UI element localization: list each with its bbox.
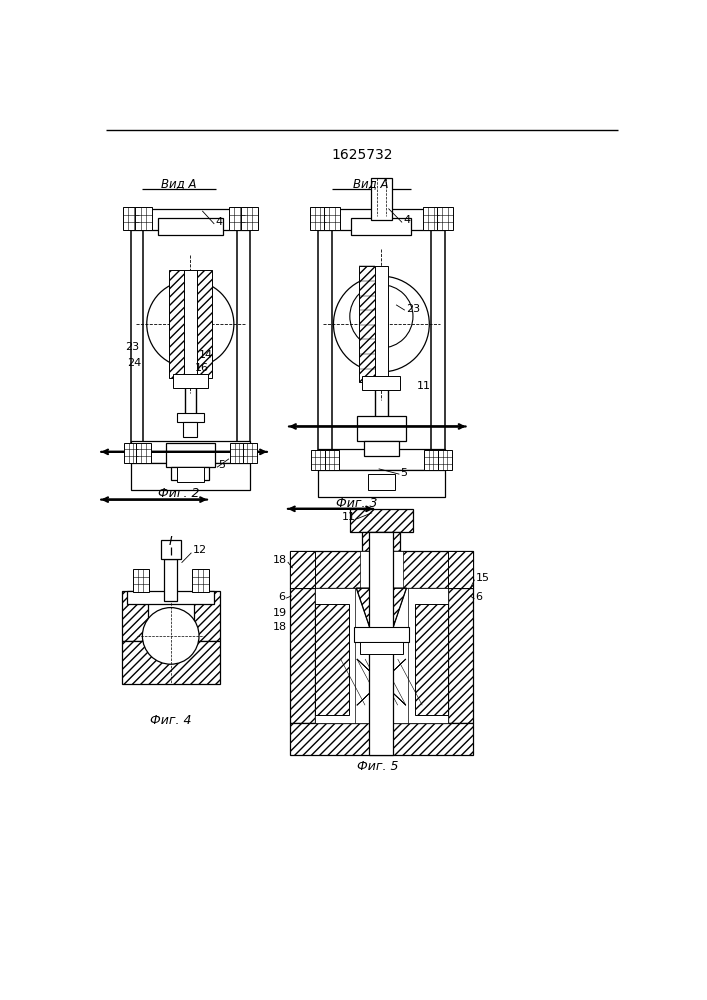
Bar bbox=[370, 532, 393, 755]
Bar bbox=[424, 450, 438, 470]
Text: 11: 11 bbox=[341, 512, 356, 522]
Bar bbox=[127, 591, 214, 604]
Bar bbox=[131, 209, 250, 230]
Text: 23: 23 bbox=[406, 304, 420, 314]
Bar bbox=[168, 270, 184, 378]
Bar bbox=[194, 591, 220, 641]
Bar bbox=[317, 470, 445, 497]
Bar bbox=[448, 551, 473, 588]
Bar bbox=[437, 207, 453, 230]
Bar bbox=[310, 450, 325, 470]
Bar bbox=[177, 466, 204, 482]
Text: 6: 6 bbox=[278, 592, 285, 602]
Text: 5: 5 bbox=[218, 460, 225, 470]
Text: 5: 5 bbox=[400, 468, 407, 478]
Text: 12: 12 bbox=[192, 545, 206, 555]
Circle shape bbox=[142, 608, 199, 664]
Polygon shape bbox=[356, 588, 407, 627]
Bar bbox=[136, 443, 151, 463]
Bar bbox=[362, 532, 400, 551]
Bar bbox=[158, 218, 223, 235]
Bar bbox=[230, 443, 244, 463]
Bar bbox=[243, 443, 257, 463]
Bar bbox=[355, 588, 407, 723]
Text: 24: 24 bbox=[127, 358, 142, 368]
Bar bbox=[183, 422, 197, 437]
Bar bbox=[414, 604, 448, 715]
Text: 19: 19 bbox=[273, 608, 287, 618]
Bar bbox=[315, 588, 448, 723]
Text: Вид А: Вид А bbox=[161, 177, 197, 190]
Text: 23: 23 bbox=[125, 342, 139, 352]
Bar bbox=[161, 540, 180, 559]
Bar bbox=[197, 270, 212, 378]
Text: 4: 4 bbox=[403, 215, 410, 225]
Text: 1625732: 1625732 bbox=[332, 148, 393, 162]
Bar bbox=[423, 207, 439, 230]
Text: 16: 16 bbox=[195, 363, 209, 373]
Bar bbox=[171, 466, 209, 480]
Bar bbox=[310, 207, 326, 230]
Text: 6: 6 bbox=[476, 592, 483, 602]
Bar bbox=[360, 642, 403, 654]
Bar bbox=[354, 627, 409, 642]
Bar bbox=[351, 218, 411, 235]
Text: 11: 11 bbox=[417, 381, 431, 391]
Bar bbox=[123, 207, 139, 230]
Bar bbox=[164, 559, 177, 601]
Bar bbox=[133, 569, 149, 592]
Bar bbox=[122, 591, 148, 641]
Bar bbox=[135, 207, 152, 230]
Bar bbox=[122, 641, 220, 684]
Bar bbox=[177, 413, 204, 422]
Bar bbox=[324, 207, 340, 230]
Bar bbox=[350, 509, 413, 532]
Bar bbox=[166, 443, 215, 467]
Bar bbox=[370, 178, 392, 220]
Bar bbox=[448, 588, 473, 723]
Bar bbox=[357, 416, 406, 441]
Bar bbox=[184, 270, 197, 378]
Circle shape bbox=[147, 280, 234, 368]
Text: Фиг. 3: Фиг. 3 bbox=[336, 497, 378, 510]
Bar bbox=[291, 723, 473, 755]
Bar bbox=[317, 449, 445, 470]
Circle shape bbox=[334, 276, 429, 372]
Bar bbox=[192, 569, 209, 592]
Text: Вид А: Вид А bbox=[353, 177, 388, 190]
Text: I: I bbox=[169, 535, 173, 548]
Bar bbox=[358, 266, 375, 382]
Bar bbox=[173, 374, 208, 388]
Bar bbox=[360, 551, 403, 588]
Text: Фиг. 4: Фиг. 4 bbox=[150, 714, 192, 727]
Bar bbox=[131, 441, 250, 463]
Bar bbox=[438, 450, 452, 470]
Text: 14: 14 bbox=[199, 350, 213, 360]
Bar bbox=[362, 376, 400, 390]
Bar bbox=[242, 207, 258, 230]
Bar bbox=[368, 474, 395, 490]
Circle shape bbox=[350, 285, 413, 348]
Text: 18: 18 bbox=[273, 555, 287, 565]
Bar bbox=[375, 266, 388, 382]
Bar bbox=[229, 207, 245, 230]
Bar bbox=[291, 551, 315, 588]
Bar bbox=[291, 588, 315, 723]
Text: Фиг. 2: Фиг. 2 bbox=[158, 487, 199, 500]
Bar bbox=[317, 209, 445, 230]
Bar bbox=[315, 604, 349, 715]
Bar bbox=[364, 441, 399, 456]
Bar bbox=[325, 450, 339, 470]
Text: 15: 15 bbox=[476, 573, 489, 583]
Text: 4: 4 bbox=[216, 217, 223, 227]
Text: Фиг. 5: Фиг. 5 bbox=[357, 760, 398, 773]
Bar bbox=[131, 463, 250, 490]
Text: 18: 18 bbox=[273, 622, 287, 632]
Bar bbox=[124, 443, 138, 463]
Bar bbox=[291, 551, 473, 588]
